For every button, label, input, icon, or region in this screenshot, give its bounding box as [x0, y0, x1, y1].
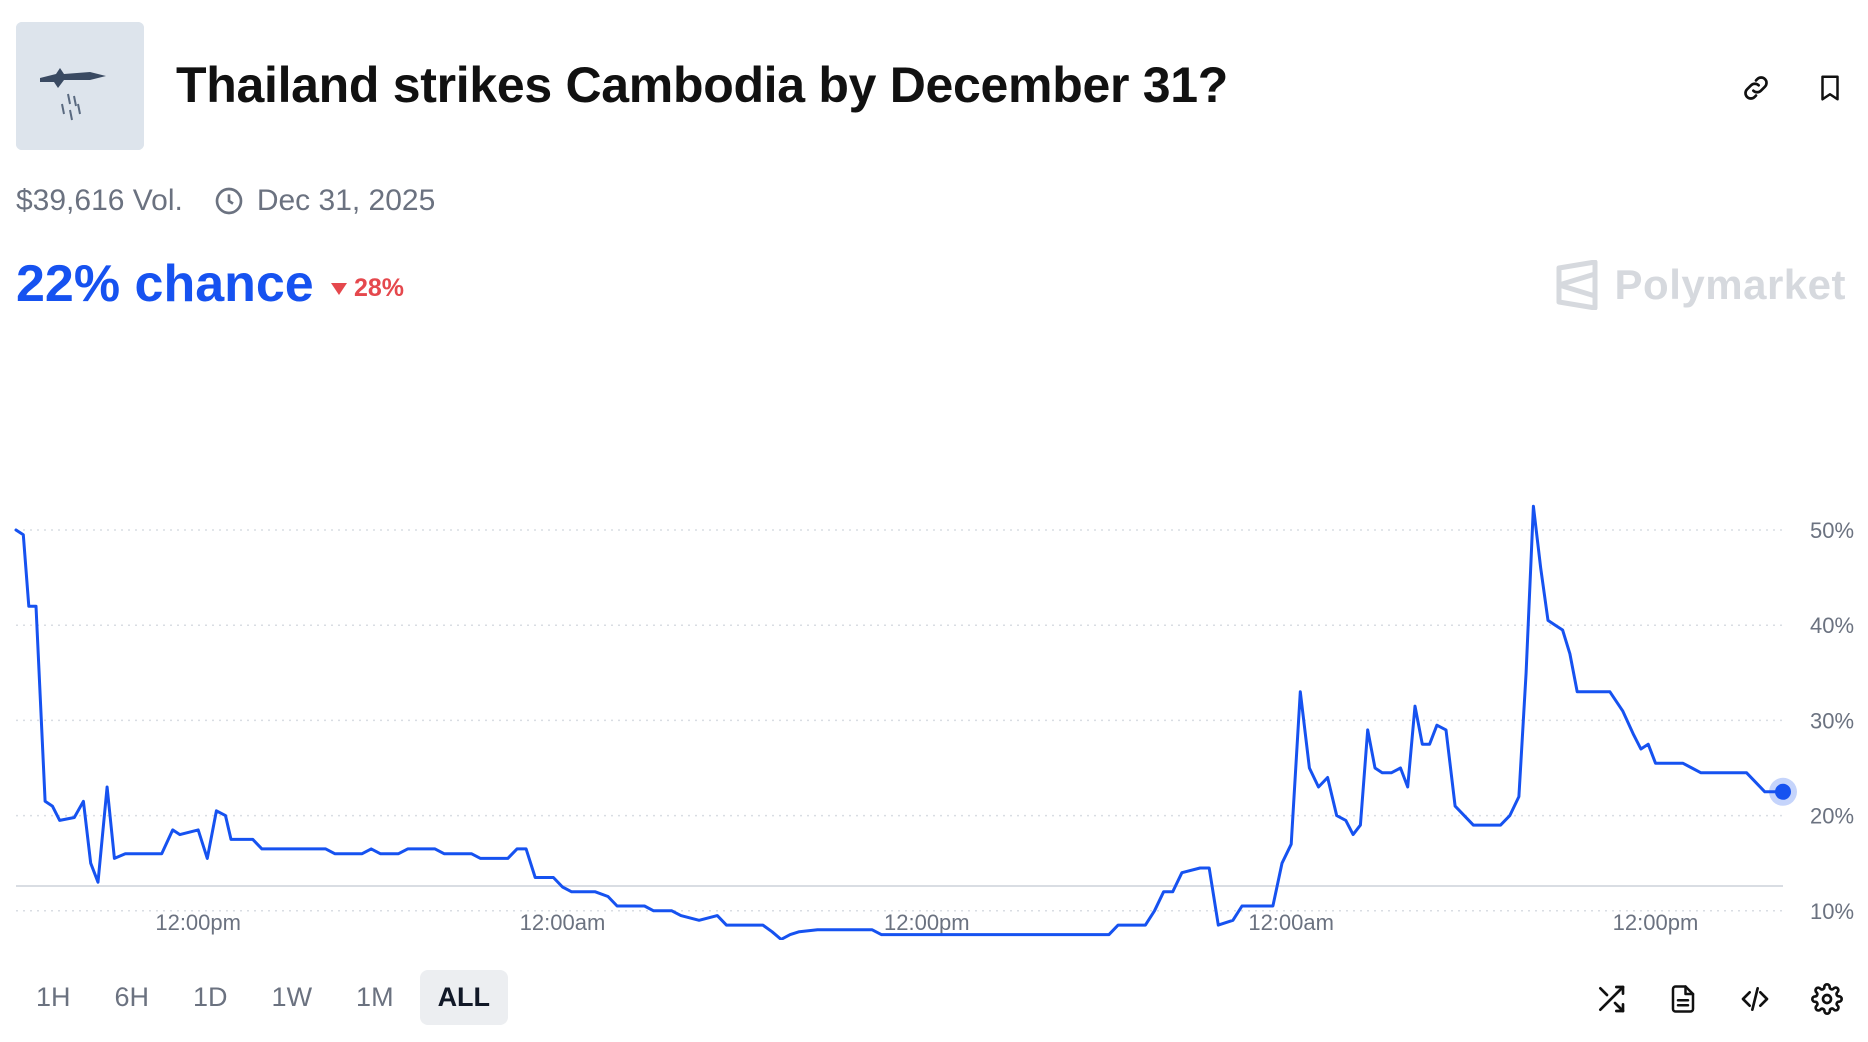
- series-line: [14, 504, 1785, 940]
- page-title: Thailand strikes Cambodia by December 31…: [176, 57, 1228, 113]
- x-tick-label: 12:00pm: [884, 910, 970, 935]
- range-button-1h[interactable]: 1H: [36, 982, 71, 1012]
- document-icon: [1671, 985, 1695, 1013]
- change-value: 28%: [354, 274, 405, 302]
- copy-link-button[interactable]: [1734, 66, 1778, 110]
- x-axis: 12:00pm 12:00am 12:00pm 12:00am 12:00pm: [155, 910, 1698, 935]
- y-tick-label: 40%: [1810, 613, 1854, 638]
- range-button-1w[interactable]: 1W: [271, 982, 313, 1012]
- polymarket-brand: Polymarket: [1555, 260, 1846, 310]
- settings-button[interactable]: [1806, 978, 1848, 1020]
- x-tick-label: 12:00pm: [1613, 910, 1699, 935]
- volume-text: $39,616 Vol.: [16, 184, 183, 217]
- range-button-6h[interactable]: 6H: [114, 982, 150, 1012]
- rules-document-button[interactable]: [1662, 978, 1704, 1020]
- shuffle-icon: [1599, 985, 1625, 1013]
- market-thumbnail: [16, 22, 144, 150]
- x-tick-label: 12:00am: [1248, 910, 1334, 935]
- y-tick-label: 10%: [1810, 899, 1854, 924]
- down-triangle-icon: [330, 282, 348, 296]
- link-icon: [1744, 76, 1768, 100]
- y-tick-label: 20%: [1810, 804, 1854, 829]
- clock-icon: [213, 185, 245, 217]
- embed-code-icon: [1741, 987, 1769, 1011]
- y-axis: 10% 20% 30% 40% 50%: [1810, 518, 1854, 924]
- embed-button[interactable]: [1734, 978, 1776, 1020]
- brand-name: Polymarket: [1614, 261, 1846, 308]
- range-selector: 1H 6H 1D 1W 1M ALL: [18, 970, 509, 1025]
- chart-tools: [1590, 978, 1848, 1020]
- polymarket-logo-icon: [1555, 260, 1599, 310]
- settings-gear-icon: [1811, 983, 1843, 1015]
- end-date-text: Dec 31, 2025: [256, 184, 436, 217]
- market-meta: $39,616 Vol. Dec 31, 2025: [16, 184, 435, 218]
- range-button-1d[interactable]: 1D: [193, 982, 228, 1012]
- price-chart[interactable]: 10%20%30%40%50% 12:00pm 12:00am 12:00pm 12:…: [0, 380, 1868, 940]
- chart-grid: [16, 529, 1783, 912]
- x-tick-label: 12:00am: [520, 910, 606, 935]
- range-button-1m[interactable]: 1M: [356, 982, 394, 1012]
- x-tick-label: 12:00pm: [155, 910, 241, 935]
- range-button-all[interactable]: ALL: [419, 970, 509, 1025]
- y-tick-label: 30%: [1810, 708, 1854, 733]
- bookmark-button[interactable]: [1808, 66, 1852, 110]
- current-point: [1775, 783, 1791, 800]
- fighter-jet-icon: [16, 22, 144, 150]
- bookmark-icon: [1821, 75, 1839, 101]
- change-badge: 28%: [330, 274, 404, 303]
- shuffle-button[interactable]: [1590, 978, 1632, 1020]
- chance-value: 22% chance: [16, 255, 314, 313]
- y-tick-label: 50%: [1810, 518, 1854, 543]
